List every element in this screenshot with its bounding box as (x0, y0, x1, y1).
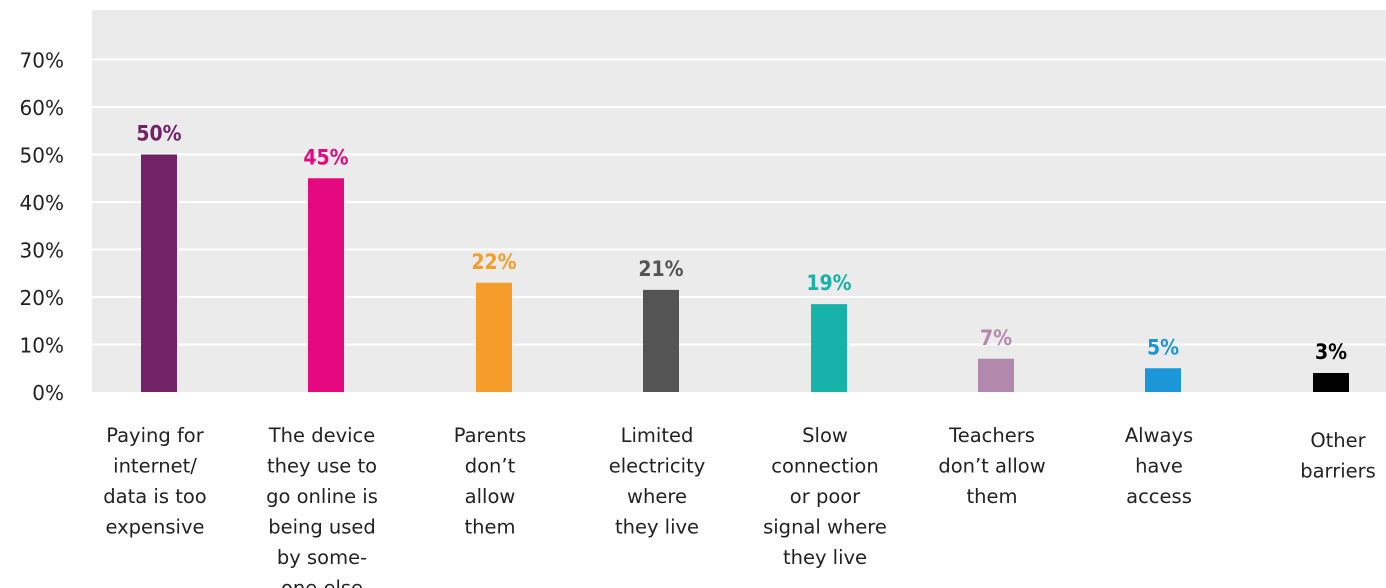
category-label: Other barriers (1300, 429, 1376, 483)
category-label: Paying for internet/data is too expensive (103, 424, 206, 539)
value-label: 5% (1147, 335, 1179, 359)
bar (643, 289, 679, 392)
bar (308, 178, 344, 392)
y-tick-label: 0% (32, 381, 64, 405)
value-label: 22% (471, 250, 516, 274)
y-tick-label: 20% (20, 286, 64, 310)
category-label: Limited electricity where they live (609, 424, 706, 539)
y-tick-label: 60% (20, 96, 64, 120)
bar (1313, 373, 1349, 392)
category-label: Always have access (1125, 424, 1193, 508)
bar (811, 304, 847, 392)
category-labels: Paying for internet/data is too expensive T… (103, 424, 1376, 588)
bar (1145, 368, 1181, 392)
bar (141, 154, 177, 392)
bar (476, 282, 512, 392)
value-label: 7% (980, 326, 1012, 350)
category-label: Slow connection or poor signal where they li… (763, 424, 887, 569)
value-label: 3% (1315, 340, 1347, 364)
value-label: 45% (303, 145, 348, 169)
value-label: 19% (806, 271, 851, 295)
y-tick-label: 40% (20, 191, 64, 215)
category-label: Parents don’t allow them (454, 424, 527, 539)
category-label: Teachers don’t allow them (938, 424, 1045, 508)
bars (141, 154, 1349, 392)
y-tick-label: 70% (20, 49, 64, 73)
category-label: The device they use to go online is being u… (266, 424, 378, 588)
y-tick-label: 30% (20, 239, 64, 263)
gridlines (92, 58, 1386, 346)
value-label: 50% (136, 122, 181, 146)
value-label: 21% (638, 257, 683, 281)
y-tick-label: 10% (20, 334, 64, 358)
value-labels: 50% 45% 22% 21% 19% 7% 5% 3% (136, 122, 1347, 365)
y-axis-tick-labels: 0% 10% 20% 30% 40% 50% 60% 70% (20, 49, 64, 406)
y-tick-label: 50% (20, 144, 64, 168)
bar (978, 358, 1014, 392)
